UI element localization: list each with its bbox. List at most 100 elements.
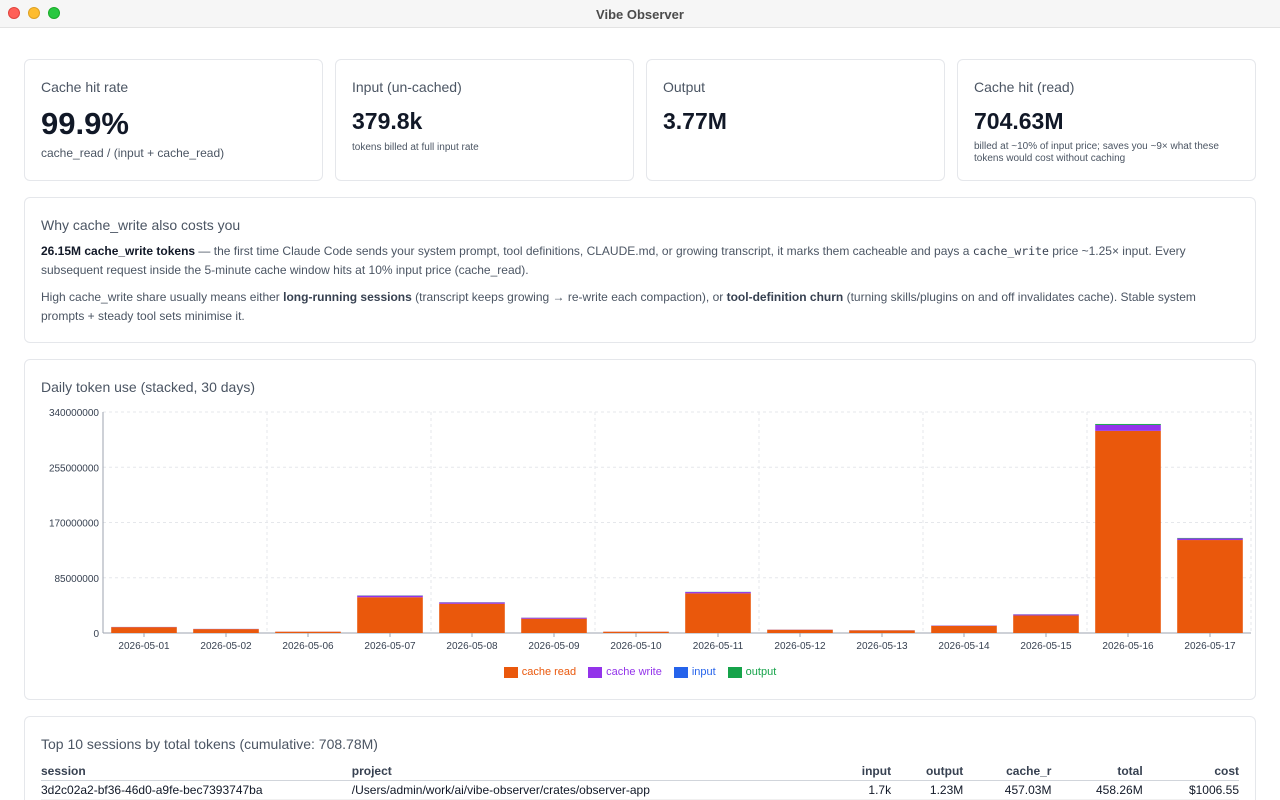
column-header-session[interactable]: session — [41, 762, 352, 781]
kpi-subtext: billed at ~10% of input price; saves you… — [974, 141, 1219, 164]
text: (transcript keeps growing → re-write eac… — [411, 290, 727, 304]
legend-item-cache-write[interactable]: cache write — [588, 666, 662, 678]
explainer-title: Why cache_write also costs you — [41, 217, 241, 233]
kpi-value: 704.63M — [974, 108, 1064, 134]
legend-label: output — [745, 666, 777, 678]
x-tick-label: 2026-05-07 — [364, 641, 416, 652]
legend-label: cache read — [521, 666, 577, 678]
cell-input: 1.7k — [822, 780, 892, 800]
text: — the first time Claude Code sends your … — [195, 244, 973, 258]
cell-project: /Users/admin/work/ai/vibe-observer/crate… — [351, 780, 823, 800]
bar-segment-cache-write — [521, 617, 587, 619]
top-sessions-card: Top 10 sessions by total tokens (cumulat… — [24, 716, 1256, 800]
bar-segment-cache-read — [1013, 615, 1079, 633]
column-header-total[interactable]: total — [1051, 762, 1143, 781]
bar-segment-cache-read — [603, 631, 669, 633]
sessions-table: session project input output cache_r tot… — [41, 762, 1239, 800]
bar-segment-cache-read — [111, 627, 177, 633]
chart-title: Daily token use (stacked, 30 days) — [41, 379, 255, 395]
y-tick-label: 170000000 — [49, 519, 99, 530]
legend-item-input[interactable]: input — [673, 666, 716, 678]
kpi-card-cache-hit-rate: Cache hit rate 99.9% cache_read / (input… — [24, 59, 323, 181]
minimize-window-button[interactable] — [28, 7, 40, 19]
x-tick-label: 2026-05-10 — [610, 641, 662, 652]
bar-segment-cache-read — [357, 597, 423, 633]
legend-label: input — [691, 666, 716, 678]
chart-legend: cache read cache write input output — [25, 666, 1255, 678]
x-tick-label: 2026-05-12 — [774, 641, 826, 652]
x-tick-label: 2026-05-11 — [693, 641, 744, 652]
bar-segment-cache-read — [521, 618, 587, 633]
kpi-value: 379.8k — [352, 108, 423, 134]
x-tick-label: 2026-05-09 — [528, 641, 580, 652]
legend-swatch — [503, 666, 518, 678]
x-tick-label: 2026-05-17 — [1184, 641, 1236, 652]
close-window-button[interactable] — [8, 7, 20, 19]
bar-segment-cache-read — [767, 629, 833, 633]
legend-swatch — [673, 666, 688, 678]
text: price ~1.25× input. Every subsequent req… — [41, 244, 1186, 277]
y-tick-label: 85000000 — [55, 574, 100, 585]
kpi-value: 99.9% — [41, 106, 129, 141]
x-tick-label: 2026-05-01 — [118, 641, 170, 652]
bar-segment-cache-write — [1013, 614, 1079, 616]
x-tick-label: 2026-05-02 — [200, 641, 252, 652]
column-header-input[interactable]: input — [822, 762, 892, 781]
y-tick-label: 0 — [93, 629, 99, 640]
window-controls — [8, 7, 60, 19]
column-header-output[interactable]: output — [891, 762, 964, 781]
bar-segment-cache-read — [1095, 430, 1161, 633]
legend-swatch — [588, 666, 603, 678]
daily-token-chart-card: Daily token use (stacked, 30 days) 0 8500… — [24, 359, 1256, 700]
bar-segment-cache-read — [849, 630, 915, 633]
legend-item-cache-read[interactable]: cache read — [503, 666, 577, 678]
maximize-window-button[interactable] — [48, 7, 60, 19]
legend-label: cache write — [606, 666, 662, 678]
emphasis: long-running sessions — [283, 290, 412, 304]
kpi-subtext: tokens billed at full input rate — [352, 142, 479, 153]
bar-segment-cache-read — [1177, 540, 1243, 633]
legend-swatch — [727, 666, 742, 678]
sessions-title: Top 10 sessions by total tokens (cumulat… — [41, 736, 378, 752]
x-tick-label: 2026-05-16 — [1102, 641, 1154, 652]
bar-segment-cache-read — [931, 625, 997, 633]
table-header-row: session project input output cache_r tot… — [41, 762, 1239, 781]
window-title: Vibe Observer — [596, 7, 684, 22]
x-tick-label: 2026-05-08 — [446, 641, 498, 652]
x-tick-label: 2026-05-13 — [856, 641, 908, 652]
kpi-subtext: cache_read / (input + cache_read) — [41, 146, 225, 160]
column-header-cache-r[interactable]: cache_r — [963, 762, 1052, 781]
code-text: cache_write — [972, 244, 1049, 258]
kpi-card-input-uncached: Input (un-cached) 379.8k tokens billed a… — [335, 59, 634, 181]
title-bar: Vibe Observer — [0, 0, 1280, 28]
cache-write-explainer: Why cache_write also costs you 26.15M ca… — [24, 197, 1256, 343]
table-row[interactable]: 3d2c02a2-bf36-46d0-a9fe-bec7393747ba /Us… — [41, 780, 1239, 800]
bar-segment-cache-write — [1177, 538, 1243, 541]
emphasis: tool-definition churn — [726, 290, 844, 304]
cell-cost: $1006.55 — [1142, 780, 1239, 800]
cell-session: 3d2c02a2-bf36-46d0-a9fe-bec7393747ba — [41, 780, 352, 800]
bar-segment-cache-write — [1095, 425, 1161, 431]
explainer-paragraph-2: High cache_write share usually means eit… — [41, 288, 1241, 326]
bar-segment-cache-read — [685, 593, 751, 633]
kpi-label: Cache hit (read) — [974, 79, 1075, 95]
bar-segment-cache-write — [357, 595, 423, 598]
bar-segment-cache-write — [439, 602, 505, 604]
kpi-value: 3.77M — [663, 108, 727, 134]
bar-segment-cache-write — [685, 592, 751, 594]
bar-segment-cache-read — [275, 631, 341, 633]
column-header-cost[interactable]: cost — [1142, 762, 1239, 781]
cell-cache-r: 457.03M — [963, 780, 1052, 800]
legend-item-output[interactable]: output — [727, 666, 777, 678]
x-tick-label: 2026-05-14 — [938, 641, 990, 652]
cell-total: 458.26M — [1051, 780, 1143, 800]
bar-segment-cache-read — [439, 603, 505, 633]
kpi-label: Output — [663, 79, 706, 95]
bar-segment-cache-read — [193, 629, 259, 633]
bar-segment-output — [1095, 423, 1161, 425]
kpi-card-cache-hit-read: Cache hit (read) 704.63M billed at ~10% … — [957, 59, 1256, 181]
kpi-label: Input (un-cached) — [352, 79, 462, 95]
column-header-project[interactable]: project — [351, 762, 823, 781]
cache-write-count: 26.15M cache_write tokens — [41, 244, 196, 258]
y-tick-label: 340000000 — [49, 408, 99, 419]
